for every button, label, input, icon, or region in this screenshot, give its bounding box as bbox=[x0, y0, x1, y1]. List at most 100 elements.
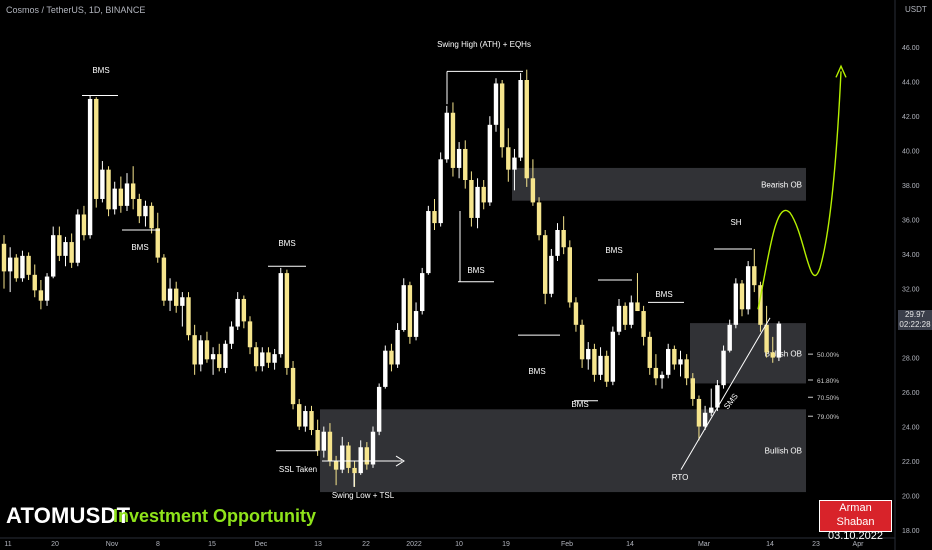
candle-body bbox=[413, 311, 419, 337]
candle-body bbox=[549, 255, 554, 294]
candle-body bbox=[592, 348, 597, 375]
candle-body bbox=[14, 257, 19, 279]
current-price: 29.97 bbox=[904, 310, 926, 319]
candle-body bbox=[432, 211, 437, 224]
candle-body bbox=[44, 276, 50, 301]
candle-body bbox=[364, 447, 370, 465]
current-price-tag: 29.97 02:22:28 bbox=[898, 310, 932, 330]
candle-body bbox=[69, 242, 74, 263]
price-tick-label: 24.00 bbox=[902, 425, 920, 432]
candle-body bbox=[420, 273, 425, 312]
candle-body bbox=[51, 235, 56, 277]
candle-body bbox=[702, 412, 708, 427]
candle-body bbox=[118, 188, 124, 206]
candle-body bbox=[94, 98, 99, 199]
annotation-label: SSL Taken bbox=[279, 465, 317, 474]
candle-body bbox=[272, 354, 277, 363]
candle-body bbox=[376, 386, 382, 432]
candle-body bbox=[241, 298, 247, 322]
candle-body bbox=[543, 235, 548, 294]
candle-body bbox=[235, 298, 240, 327]
price-tick-label: 44.00 bbox=[902, 80, 920, 87]
candle-body bbox=[438, 159, 443, 224]
price-tick-label: 20.00 bbox=[902, 494, 920, 501]
time-tick-label: 11 bbox=[4, 541, 11, 548]
candle-body bbox=[1, 243, 7, 272]
candle-body bbox=[315, 430, 320, 451]
price-tick-label: 34.00 bbox=[902, 252, 920, 259]
annotation-label: BMS bbox=[467, 266, 484, 275]
candle-body bbox=[253, 347, 259, 367]
candle-body bbox=[266, 352, 271, 363]
time-tick-label: Feb bbox=[561, 541, 573, 548]
candle-body bbox=[370, 431, 376, 465]
candle-body bbox=[130, 183, 136, 199]
candle-body bbox=[217, 354, 222, 368]
candle-body bbox=[598, 355, 603, 375]
candle-body bbox=[395, 330, 400, 365]
candle-body bbox=[567, 247, 572, 303]
candle-body bbox=[622, 305, 628, 325]
candle-body bbox=[739, 283, 745, 310]
price-tick-label: 28.00 bbox=[902, 356, 920, 363]
price-tick-label: 32.00 bbox=[902, 287, 920, 294]
projection-arrowhead bbox=[835, 64, 847, 78]
ob-zone bbox=[690, 323, 806, 384]
annotation-label: RTO bbox=[672, 473, 689, 482]
fib-level-label: 61.80% bbox=[817, 378, 839, 385]
candle-body bbox=[635, 302, 640, 312]
price-tick-label: 36.00 bbox=[902, 218, 920, 225]
candle-body bbox=[555, 230, 560, 256]
candle-body bbox=[198, 340, 203, 365]
candle-body bbox=[647, 336, 652, 368]
candle-body bbox=[530, 178, 536, 203]
time-tick-label: 15 bbox=[208, 541, 216, 548]
candle-body bbox=[223, 343, 228, 368]
annotation-label: SH bbox=[730, 218, 741, 227]
candle-body bbox=[764, 324, 769, 353]
candle-body bbox=[401, 285, 406, 330]
candle-body bbox=[518, 80, 523, 158]
candle-body bbox=[463, 148, 468, 180]
candle-body bbox=[696, 398, 702, 427]
annotation-label: BMS bbox=[278, 239, 295, 248]
price-axis: 18.0020.0022.0024.0026.0028.0030.0032.00… bbox=[894, 0, 920, 550]
candle-body bbox=[143, 205, 148, 217]
candle-body bbox=[210, 354, 216, 360]
time-tick-label: 14 bbox=[626, 541, 634, 548]
tsl-arrow-head bbox=[395, 455, 405, 467]
candle-body bbox=[124, 183, 130, 206]
time-tick-label: 13 bbox=[314, 541, 322, 548]
candle-body bbox=[186, 297, 191, 336]
annotation-label: Swing High (ATH) + EQHs bbox=[437, 40, 531, 49]
author-badge: Arman Shaban 03.10.2022 bbox=[819, 500, 892, 542]
candle-body bbox=[745, 266, 751, 310]
candle-body bbox=[81, 214, 87, 236]
candle-body bbox=[87, 98, 93, 236]
candle-body bbox=[63, 242, 68, 256]
candle-body bbox=[284, 273, 290, 368]
price-tick-label: 40.00 bbox=[902, 149, 920, 156]
time-tick-label: 19 bbox=[502, 541, 510, 548]
candle-body bbox=[297, 404, 302, 427]
time-tick-label: 23 bbox=[812, 541, 820, 548]
candle-body bbox=[278, 273, 283, 355]
candle-body bbox=[481, 186, 486, 203]
idea-subtitle: Investment Opportunity bbox=[113, 506, 317, 526]
candle-body bbox=[604, 355, 609, 382]
price-tick-label: 18.00 bbox=[902, 528, 920, 535]
candle-body bbox=[137, 198, 142, 217]
candle-body bbox=[112, 188, 117, 210]
time-tick-label: Nov bbox=[106, 541, 119, 548]
candle-body bbox=[383, 350, 388, 387]
candle-body bbox=[499, 83, 505, 148]
candle-body bbox=[174, 288, 179, 306]
candle-body bbox=[204, 340, 210, 360]
candle-body bbox=[727, 324, 732, 351]
candle-body bbox=[758, 285, 763, 325]
candle-body bbox=[192, 335, 197, 365]
candle-body bbox=[616, 305, 622, 332]
order-block-zones: Bearish OB Bullish OB Bullish OB 50.00% 61.8… bbox=[320, 167, 839, 493]
candle-body bbox=[475, 186, 480, 218]
